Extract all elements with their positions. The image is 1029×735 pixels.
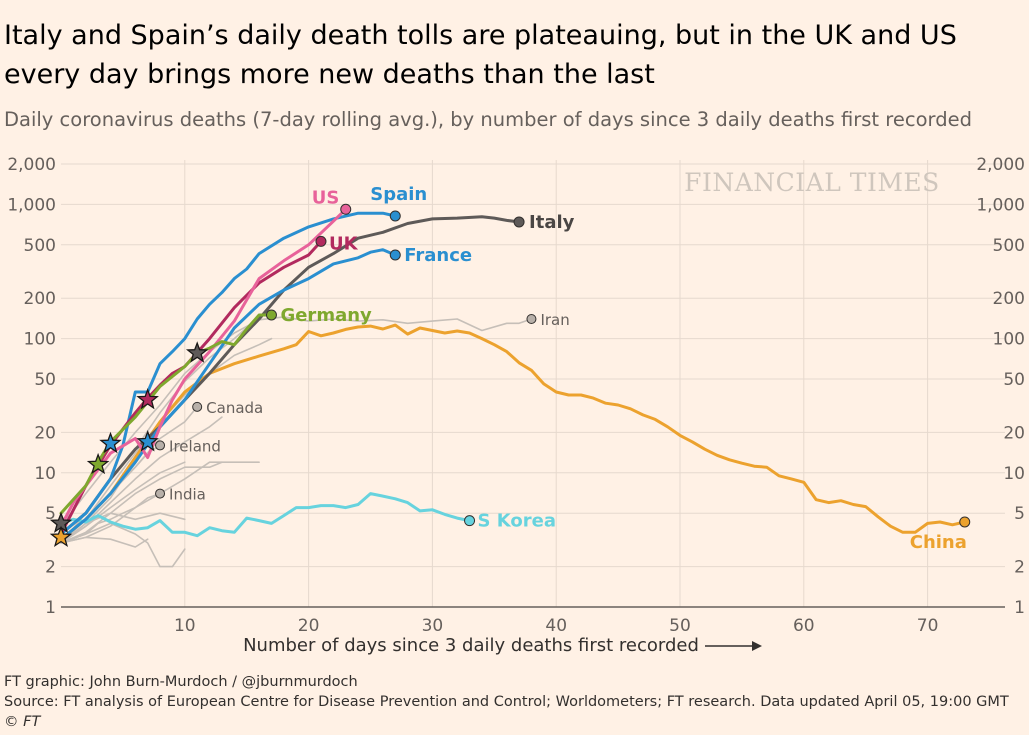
y-tick-label: 100 [24,330,56,350]
star-marker-icon [49,525,73,548]
footer: FT graphic: John Burn-Murdoch / @jburnmu… [4,672,1009,732]
star-marker-icon [86,452,110,475]
x-axis-label: Number of days since 3 daily deaths firs… [243,635,699,656]
endpoint-marker [464,515,476,527]
series-labels: China S Korea Italy Spain France UK US Germany I… [169,184,967,553]
y-tick-label: 1,000 [976,195,1025,215]
watermark-text: FINANCIAL TIMES [684,168,940,197]
star-marker-icon [185,341,209,363]
y-tick-label: 2,000 [7,155,56,175]
footer-copyright: © FT [4,714,41,730]
series-line-other [60,536,149,548]
series-line-other [60,522,186,568]
y-tick-label: 5 [1014,504,1025,524]
endpoint-marker [959,516,971,528]
x-tick-label: 30 [422,616,444,636]
endpoint-marker [315,235,327,247]
series-label-iran: Iran [540,311,569,329]
series-label-canada: Canada [206,399,263,417]
series-label-india: India [169,486,206,504]
endpoint-marker [389,210,401,222]
y-axis-left: 1 2 5 10 20 50 100 200 500 1,000 2,000 [7,155,56,618]
x-axis-arrow-icon [705,641,762,651]
footer-credit: FT graphic: John Burn-Murdoch / @jburnmu… [4,674,358,690]
arrow-head [752,641,762,651]
y-tick-label: 2,000 [976,155,1025,175]
series-label-ireland: Ireland [169,437,221,455]
series-line-france [59,248,397,541]
y-tick-label: 200 [993,289,1025,309]
y-tick-label: 2 [1014,558,1025,578]
endpoint-marker [155,440,166,451]
endpoint-marker [389,249,401,261]
endpoint-marker [526,313,537,324]
x-axis: 10 20 30 40 50 60 70 [174,616,938,636]
y-tick-label: 20 [1003,423,1025,443]
x-tick-label: 20 [298,616,320,636]
y-tick-label: 50 [34,370,56,390]
star-markers [49,341,209,548]
series-label-s-korea: S Korea [478,511,556,532]
y-tick-label: 500 [993,236,1025,256]
series-label-italy: Italy [529,212,575,233]
y-tick-label: 1 [45,598,56,618]
endpoint-marker [192,401,203,412]
series-line-other [60,512,186,544]
y-axis-right: 1 2 5 10 20 50 100 200 500 1,000 2,000 [976,155,1025,618]
endpoint-marker [155,488,166,499]
y-tick-label: 100 [993,330,1025,350]
x-tick-label: 40 [545,616,567,636]
chart-area: FINANCIAL TIMES 1 2 5 10 20 50 100 200 500 1,000 2… [7,155,1025,656]
y-tick-label: 1,000 [7,195,56,215]
series-label-germany: Germany [280,305,372,326]
y-tick-label: 20 [34,423,56,443]
chart-title: Italy and Spain’s daily death tolls are … [4,20,957,90]
series-lines [59,207,967,568]
series-label-spain: Spain [370,184,427,205]
y-tick-label: 1 [1014,598,1025,618]
series-line-spain [59,211,397,536]
x-tick-label: 60 [793,616,815,636]
star-marker-icon [99,431,122,454]
endpoint-marker [265,309,277,321]
series-line-other [60,461,186,544]
y-tick-label: 50 [1003,370,1025,390]
x-tick-label: 70 [917,616,939,636]
series-endpoints [155,203,971,528]
series-label-uk: UK [329,233,359,254]
series-line-s-korea [59,492,471,538]
series-line-china [59,323,967,541]
y-tick-label: 500 [24,236,56,256]
y-tick-label: 10 [34,464,56,484]
series-label-france: France [404,245,472,266]
star-marker-icon [136,387,159,410]
series-line-iran [60,316,533,527]
y-tick-label: 200 [24,289,56,309]
endpoint-marker [513,216,525,228]
series-line-india [60,492,161,544]
endpoint-marker [340,203,352,215]
series-label-china: China [910,532,967,553]
star-marker-icon [136,430,159,452]
y-tick-label: 2 [45,558,56,578]
y-tick-label: 10 [1003,464,1025,484]
footer-source: Source: FT analysis of European Centre f… [4,694,1009,710]
series-label-us: US [312,187,340,208]
x-tick-label: 50 [669,616,691,636]
chart-subtitle: Daily coronavirus deaths (7-day rolling … [4,108,972,131]
series-line-other [60,461,223,544]
y-tick-label: 5 [45,504,56,524]
x-tick-label: 10 [174,616,196,636]
